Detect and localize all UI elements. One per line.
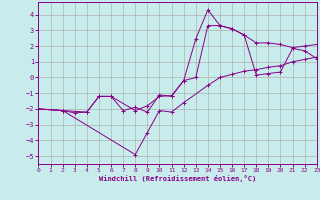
X-axis label: Windchill (Refroidissement éolien,°C): Windchill (Refroidissement éolien,°C)	[99, 175, 256, 182]
